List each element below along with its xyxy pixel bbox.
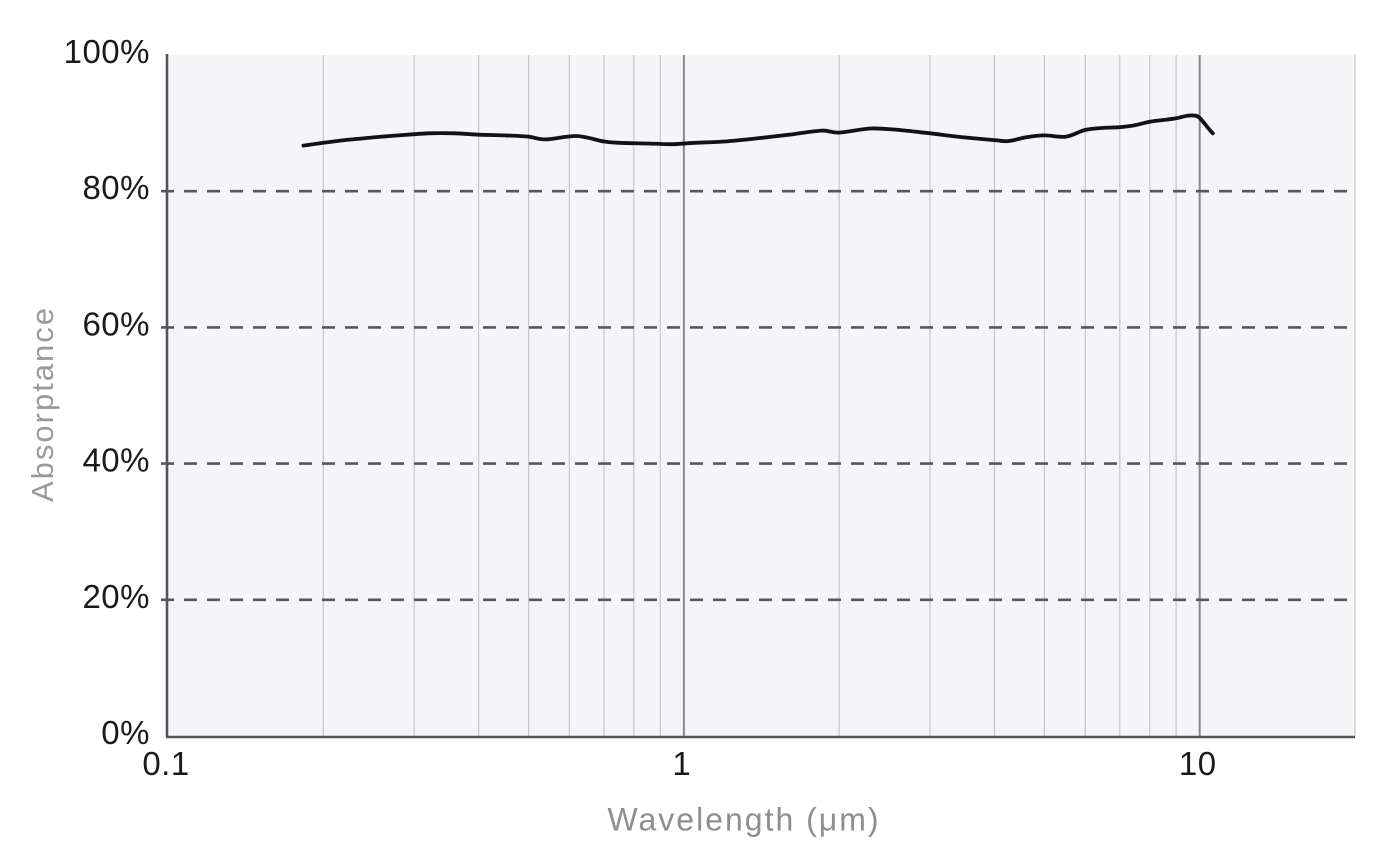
- x-tick-label: 1: [672, 745, 691, 782]
- plot-background: [168, 55, 1355, 736]
- y-tick-label: 60%: [82, 305, 150, 342]
- y-tick-label: 80%: [82, 169, 150, 206]
- y-tick-label: 40%: [82, 442, 150, 479]
- absorptance-line: [301, 113, 1215, 148]
- x-tick-label: 0.1: [142, 745, 189, 782]
- x-axis-title: Wavelength (μm): [607, 801, 881, 838]
- y-tick-label: 100%: [64, 33, 150, 70]
- y-tick-label: 20%: [82, 578, 150, 615]
- x-tick-label: 10: [1179, 745, 1217, 782]
- y-tick-label: 0%: [101, 714, 150, 751]
- y-axis-title: Absorptance: [25, 305, 60, 503]
